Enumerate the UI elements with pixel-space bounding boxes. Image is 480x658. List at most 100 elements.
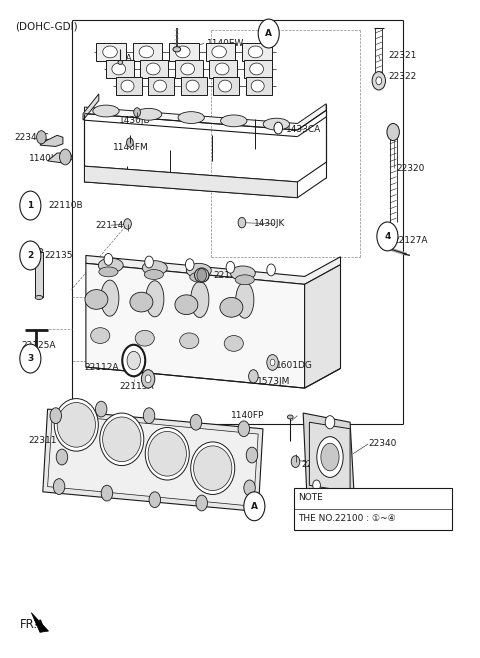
Circle shape	[142, 370, 155, 388]
Circle shape	[144, 408, 155, 424]
Text: 2: 2	[27, 251, 34, 260]
Ellipse shape	[181, 63, 194, 75]
Ellipse shape	[193, 446, 232, 490]
Polygon shape	[86, 255, 340, 284]
Circle shape	[291, 456, 300, 468]
Ellipse shape	[191, 282, 209, 318]
Polygon shape	[48, 415, 258, 506]
Circle shape	[376, 77, 382, 85]
Ellipse shape	[146, 63, 160, 75]
Ellipse shape	[251, 80, 264, 92]
Ellipse shape	[143, 261, 167, 275]
Text: 1140MA: 1140MA	[96, 54, 132, 63]
Text: 22112A: 22112A	[84, 363, 119, 372]
Ellipse shape	[186, 80, 199, 92]
Polygon shape	[96, 43, 126, 61]
Ellipse shape	[248, 46, 263, 58]
Polygon shape	[116, 77, 142, 95]
Ellipse shape	[235, 275, 254, 285]
Text: 1433CA: 1433CA	[286, 125, 321, 134]
Circle shape	[60, 149, 71, 165]
Circle shape	[238, 421, 250, 437]
Polygon shape	[246, 77, 272, 95]
Circle shape	[238, 217, 246, 228]
Polygon shape	[209, 60, 237, 78]
Ellipse shape	[148, 432, 186, 476]
Ellipse shape	[186, 263, 211, 278]
Ellipse shape	[91, 328, 110, 343]
Polygon shape	[35, 251, 43, 297]
Circle shape	[145, 256, 154, 268]
Ellipse shape	[118, 61, 123, 64]
Circle shape	[246, 447, 258, 463]
Circle shape	[244, 492, 265, 520]
Circle shape	[226, 261, 235, 273]
Ellipse shape	[35, 248, 43, 252]
Circle shape	[149, 492, 160, 507]
Ellipse shape	[135, 109, 162, 120]
Text: 1140FP: 1140FP	[231, 411, 265, 420]
Polygon shape	[310, 422, 350, 492]
Text: 1140FM: 1140FM	[113, 143, 148, 152]
Circle shape	[101, 485, 113, 501]
Ellipse shape	[175, 295, 198, 315]
Text: 22129: 22129	[214, 270, 242, 280]
Ellipse shape	[218, 80, 232, 92]
Ellipse shape	[103, 417, 141, 462]
Ellipse shape	[176, 46, 190, 58]
Text: A: A	[251, 502, 258, 511]
Polygon shape	[83, 94, 99, 120]
Polygon shape	[242, 43, 272, 61]
Ellipse shape	[236, 282, 254, 318]
Ellipse shape	[221, 115, 247, 127]
Text: 22127A: 22127A	[393, 236, 428, 245]
Circle shape	[185, 259, 194, 270]
Ellipse shape	[139, 46, 154, 58]
Ellipse shape	[191, 442, 235, 494]
Text: 22113A: 22113A	[120, 382, 154, 392]
Polygon shape	[133, 43, 162, 61]
Ellipse shape	[112, 63, 126, 75]
Ellipse shape	[173, 47, 180, 52]
Circle shape	[249, 370, 258, 383]
Ellipse shape	[288, 415, 293, 419]
Text: 22125A: 22125A	[22, 341, 56, 350]
Text: 22110B: 22110B	[48, 201, 83, 210]
Circle shape	[313, 480, 321, 490]
Bar	[294, 488, 452, 530]
Text: 22341C: 22341C	[14, 133, 49, 141]
Circle shape	[387, 124, 399, 141]
Ellipse shape	[93, 105, 119, 117]
Ellipse shape	[146, 281, 164, 317]
Ellipse shape	[85, 290, 108, 309]
Circle shape	[124, 218, 132, 229]
Polygon shape	[148, 77, 174, 95]
Ellipse shape	[230, 266, 255, 280]
Ellipse shape	[224, 336, 243, 351]
Ellipse shape	[135, 330, 155, 346]
Text: 1573JM: 1573JM	[257, 377, 290, 386]
Circle shape	[96, 401, 107, 417]
Circle shape	[267, 264, 276, 276]
Polygon shape	[175, 60, 203, 78]
Circle shape	[56, 449, 68, 465]
Circle shape	[20, 241, 41, 270]
Text: 1140HB: 1140HB	[29, 154, 65, 163]
Circle shape	[127, 138, 133, 147]
Ellipse shape	[130, 292, 153, 312]
Ellipse shape	[121, 80, 134, 92]
Ellipse shape	[212, 46, 227, 58]
Circle shape	[258, 19, 279, 48]
Polygon shape	[141, 60, 168, 78]
Text: 22320: 22320	[396, 164, 424, 172]
Ellipse shape	[98, 258, 123, 272]
Polygon shape	[244, 60, 272, 78]
Text: 1140EW: 1140EW	[206, 39, 244, 48]
Text: 1430JK: 1430JK	[254, 219, 286, 228]
Text: 1: 1	[27, 201, 34, 210]
Polygon shape	[43, 409, 263, 511]
Ellipse shape	[145, 428, 189, 480]
Circle shape	[190, 415, 202, 430]
Ellipse shape	[144, 270, 163, 280]
Polygon shape	[84, 104, 326, 130]
